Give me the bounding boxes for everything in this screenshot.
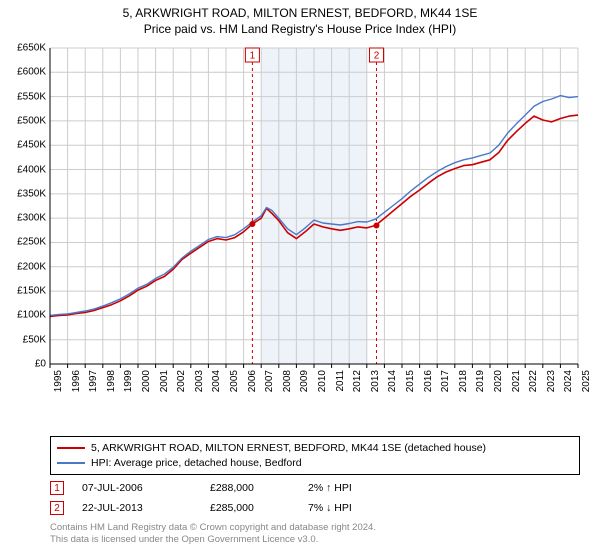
y-tick-label: £50K <box>23 334 46 345</box>
y-tick-label: £600K <box>17 67 46 78</box>
marker-badge-1: 1 <box>50 481 64 495</box>
y-tick-label: £500K <box>17 115 46 126</box>
x-tick-label: 2004 <box>211 370 222 392</box>
marker-row-1: 1 07-JUL-2006 £288,000 2% ↑ HPI <box>50 478 408 498</box>
legend-label-hpi: HPI: Average price, detached house, Bedf… <box>91 456 302 471</box>
footer-line-1: Contains HM Land Registry data © Crown c… <box>50 522 376 534</box>
x-tick-label: 2016 <box>423 370 434 392</box>
x-tick-label: 2017 <box>440 370 451 392</box>
marker-delta-2: 7% ↓ HPI <box>308 502 408 514</box>
page-container: 5, ARKWRIGHT ROAD, MILTON ERNEST, BEDFOR… <box>0 0 600 560</box>
x-tick-label: 2011 <box>335 370 346 392</box>
y-tick-label: £250K <box>17 237 46 248</box>
x-tick-label: 2008 <box>282 370 293 392</box>
legend-row-hpi: HPI: Average price, detached house, Bedf… <box>57 456 573 471</box>
x-tick-label: 2021 <box>511 370 522 392</box>
x-tick-label: 2000 <box>141 370 152 392</box>
x-tick-label: 2010 <box>317 370 328 392</box>
legend-label-property: 5, ARKWRIGHT ROAD, MILTON ERNEST, BEDFOR… <box>91 441 486 456</box>
svg-text:1: 1 <box>250 51 256 62</box>
x-tick-label: 1996 <box>71 370 82 392</box>
x-tick-label: 2013 <box>370 370 381 392</box>
legend-row-property: 5, ARKWRIGHT ROAD, MILTON ERNEST, BEDFOR… <box>57 441 573 456</box>
footer-line-2: This data is licensed under the Open Gov… <box>50 534 376 546</box>
y-tick-label: £300K <box>17 213 46 224</box>
x-tick-label: 2015 <box>405 370 416 392</box>
svg-text:2: 2 <box>374 51 380 62</box>
x-tick-label: 2001 <box>159 370 170 392</box>
title-line-1: 5, ARKWRIGHT ROAD, MILTON ERNEST, BEDFOR… <box>0 6 600 22</box>
chart-area: 12 £0£50K£100K£150K£200K£250K£300K£350K£… <box>50 48 580 398</box>
marker-delta-1: 2% ↑ HPI <box>308 482 408 494</box>
x-tick-label: 2024 <box>563 370 574 392</box>
y-tick-label: £400K <box>17 164 46 175</box>
marker-price-1: £288,000 <box>210 482 290 494</box>
x-tick-label: 2014 <box>387 370 398 392</box>
x-tick-label: 2002 <box>176 370 187 392</box>
x-tick-label: 2005 <box>229 370 240 392</box>
footer: Contains HM Land Registry data © Crown c… <box>50 522 376 547</box>
legend-box: 5, ARKWRIGHT ROAD, MILTON ERNEST, BEDFOR… <box>50 436 580 475</box>
x-tick-label: 1999 <box>123 370 134 392</box>
x-tick-label: 1997 <box>88 370 99 392</box>
x-tick-label: 2022 <box>528 370 539 392</box>
marker-date-2: 22-JUL-2013 <box>82 502 192 514</box>
x-tick-label: 1998 <box>106 370 117 392</box>
title-block: 5, ARKWRIGHT ROAD, MILTON ERNEST, BEDFOR… <box>0 0 600 37</box>
marker-badge-2: 2 <box>50 501 64 515</box>
x-tick-label: 2007 <box>264 370 275 392</box>
x-tick-label: 2012 <box>352 370 363 392</box>
y-tick-label: £150K <box>17 286 46 297</box>
x-tick-label: 2018 <box>458 370 469 392</box>
x-tick-label: 2006 <box>247 370 258 392</box>
title-line-2: Price paid vs. HM Land Registry's House … <box>0 22 600 38</box>
y-tick-label: £450K <box>17 140 46 151</box>
markers-table: 1 07-JUL-2006 £288,000 2% ↑ HPI 2 22-JUL… <box>50 478 408 518</box>
legend-swatch-hpi <box>57 462 85 464</box>
x-tick-label: 2003 <box>194 370 205 392</box>
x-tick-label: 2025 <box>581 370 592 392</box>
y-tick-label: £200K <box>17 261 46 272</box>
marker-price-2: £285,000 <box>210 502 290 514</box>
marker-row-2: 2 22-JUL-2013 £285,000 7% ↓ HPI <box>50 498 408 518</box>
x-tick-label: 2023 <box>546 370 557 392</box>
chart-svg: 12 <box>50 48 580 398</box>
y-tick-label: £100K <box>17 310 46 321</box>
x-tick-label: 2019 <box>475 370 486 392</box>
legend-swatch-property <box>57 447 85 449</box>
x-tick-label: 2020 <box>493 370 504 392</box>
y-tick-label: £350K <box>17 188 46 199</box>
y-tick-label: £550K <box>17 91 46 102</box>
x-tick-label: 2009 <box>299 370 310 392</box>
y-tick-label: £650K <box>17 43 46 54</box>
x-tick-label: 1995 <box>53 370 64 392</box>
marker-date-1: 07-JUL-2006 <box>82 482 192 494</box>
y-tick-label: £0 <box>35 359 46 370</box>
